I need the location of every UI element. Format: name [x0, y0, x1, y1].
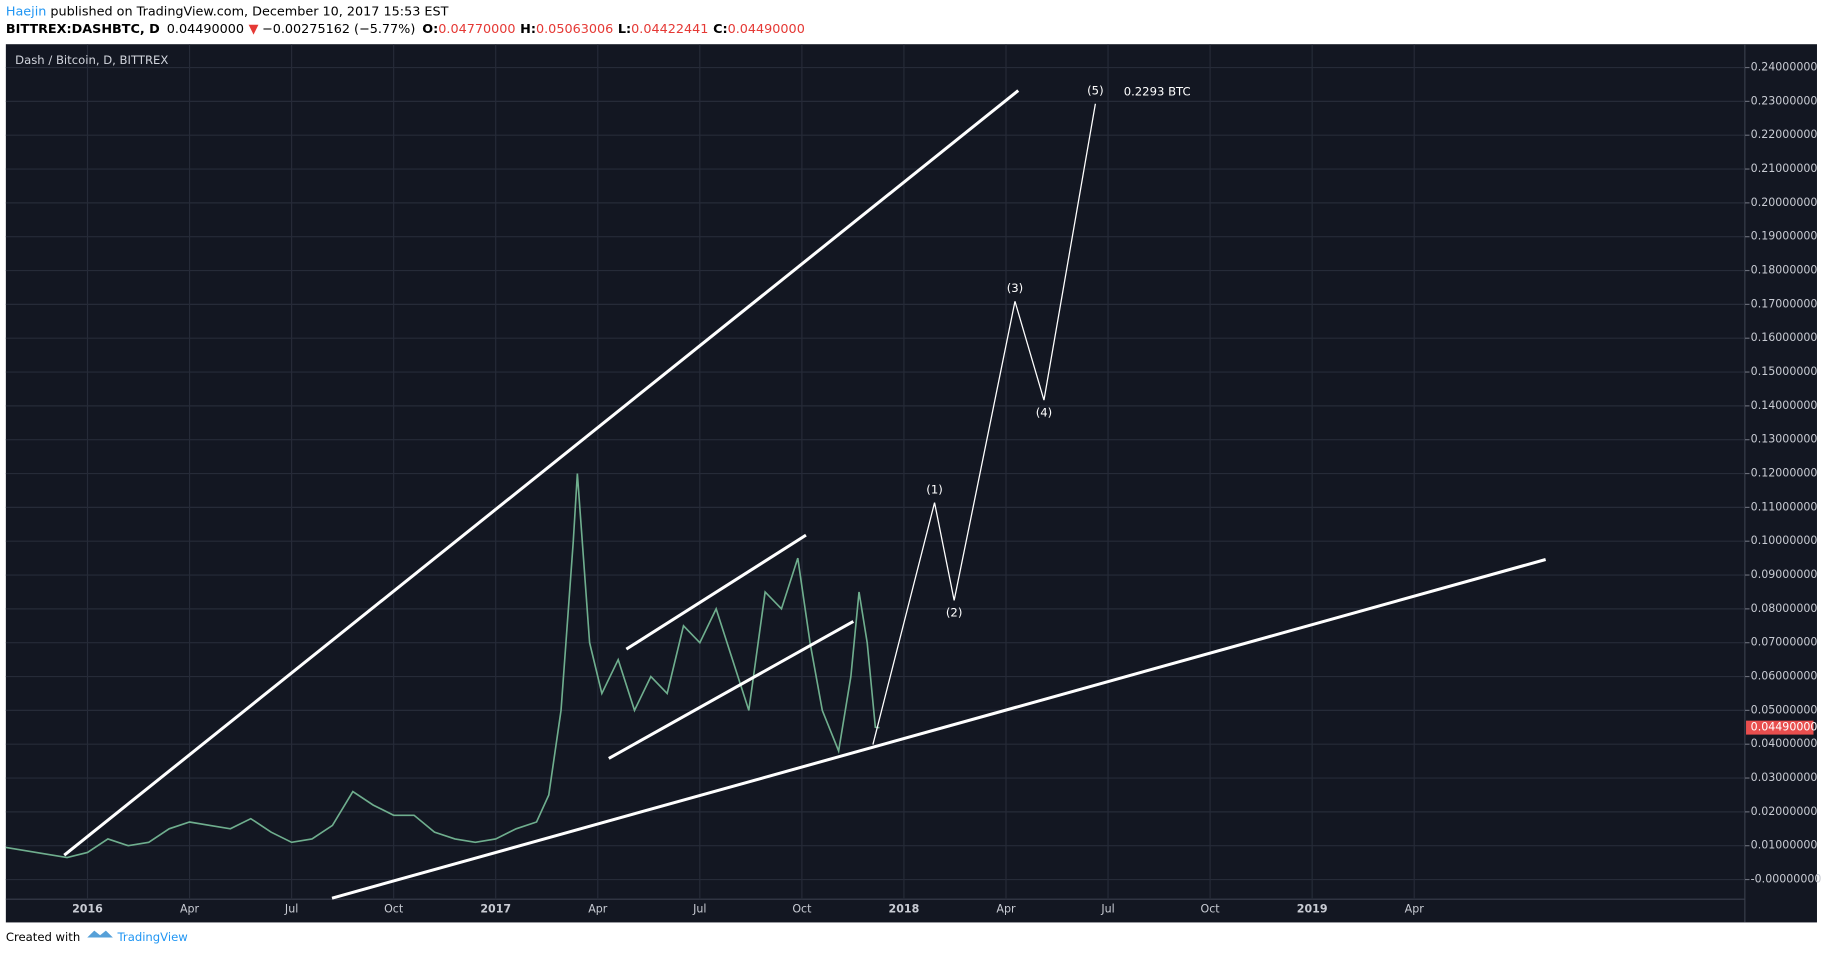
annotation: 0.2293 BTC — [1124, 84, 1191, 98]
ohlc-label: H: — [520, 22, 536, 37]
symbol: BITTREX:DASHBTC, D — [6, 22, 160, 37]
symbol-line: BITTREX:DASHBTC, D 0.04490000 ▼ −0.00275162… — [6, 22, 805, 37]
change-arrow: ▼ — [249, 22, 259, 37]
x-tick-label: Apr — [180, 903, 200, 916]
x-tick-label: Oct — [384, 903, 404, 916]
brand[interactable]: TradingView — [117, 930, 189, 944]
trend-line — [331, 558, 1547, 900]
y-tick-label: 0.11000000 — [1751, 500, 1818, 513]
x-tick-label: 2019 — [1297, 903, 1328, 916]
ohlc-label: O: — [422, 22, 438, 37]
x-tick-label: Jul — [284, 903, 298, 916]
wave-label: (1) — [926, 482, 942, 496]
header-line: Haejin published on TradingView.com, Dec… — [6, 4, 449, 19]
y-tick-label: 0.20000000 — [1751, 196, 1818, 209]
y-tick-label: -0.00000000 — [1751, 873, 1822, 886]
x-tick-label: 2016 — [72, 903, 103, 916]
y-tick-label: 0.18000000 — [1751, 264, 1818, 277]
y-tick-label: 0.09000000 — [1751, 568, 1818, 581]
trend-line — [63, 89, 1020, 857]
y-tick-label: 0.21000000 — [1751, 162, 1818, 175]
ohlc-label: L: — [618, 22, 631, 37]
y-tick-label: 0.02000000 — [1751, 805, 1818, 818]
price-line — [5, 473, 880, 859]
trend-line — [625, 533, 807, 651]
wave-label: (4) — [1036, 405, 1052, 419]
y-tick-label: 0.17000000 — [1751, 297, 1818, 310]
x-tick-label: Apr — [1405, 903, 1425, 916]
y-tick-label: 0.01000000 — [1751, 839, 1818, 852]
author[interactable]: Haejin — [6, 4, 47, 19]
y-tick-label: 0.07000000 — [1751, 636, 1818, 649]
x-tick-label: Apr — [996, 903, 1016, 916]
change: −0.00275162 (−5.77%) — [262, 22, 415, 37]
y-tick-label: 0.03000000 — [1751, 771, 1818, 784]
x-tick-label: Oct — [1201, 903, 1221, 916]
y-tick-label: 0.06000000 — [1751, 670, 1818, 683]
y-tick-label: 0.24000000 — [1751, 61, 1818, 74]
x-tick-label: Apr — [588, 903, 608, 916]
ohlc-value: 0.04422441 — [631, 22, 708, 37]
last: 0.04490000 — [167, 22, 244, 37]
y-tick-label: 0.05000000 — [1751, 703, 1818, 716]
ohlc-label: C: — [713, 22, 728, 37]
wave-label: (5) — [1087, 83, 1103, 97]
x-tick-label: Jul — [692, 903, 706, 916]
footer: Created with — [6, 930, 80, 944]
y-tick-label: 0.08000000 — [1751, 602, 1818, 615]
brand-logo — [87, 930, 113, 938]
y-tick-label: 0.23000000 — [1751, 94, 1818, 107]
plot-background — [5, 44, 1817, 923]
x-tick-label: 2018 — [889, 903, 920, 916]
wave-label: (3) — [1007, 281, 1023, 295]
wave-path — [872, 103, 1097, 745]
y-tick-label: 0.12000000 — [1751, 467, 1818, 480]
y-tick-label: 0.14000000 — [1751, 399, 1818, 412]
ohlc-value: 0.05063006 — [536, 22, 613, 37]
y-tick-label: 0.13000000 — [1751, 433, 1818, 446]
y-tick-label: 0.15000000 — [1751, 365, 1818, 378]
y-tick-label: 0.19000000 — [1751, 230, 1818, 243]
trend-line — [608, 620, 855, 760]
ohlc-value: 0.04770000 — [438, 22, 515, 37]
chart-title: Dash / Bitcoin, D, BITTREX — [15, 53, 168, 67]
x-tick-label: 2017 — [480, 903, 511, 916]
y-tick-label: 0.22000000 — [1751, 128, 1818, 141]
y-tick-label: 0.16000000 — [1751, 331, 1818, 344]
x-tick-label: Oct — [792, 903, 812, 916]
x-tick-label: Jul — [1100, 903, 1114, 916]
published: published on TradingView.com, December 1… — [46, 4, 448, 19]
price-tag — [1746, 720, 1814, 735]
y-tick-label: 0.10000000 — [1751, 534, 1818, 547]
price-tag-label: 0.04490000 — [1751, 721, 1818, 734]
wave-label: (2) — [946, 606, 962, 620]
ohlc-value: 0.04490000 — [728, 22, 805, 37]
y-tick-label: 0.04000000 — [1751, 737, 1818, 750]
